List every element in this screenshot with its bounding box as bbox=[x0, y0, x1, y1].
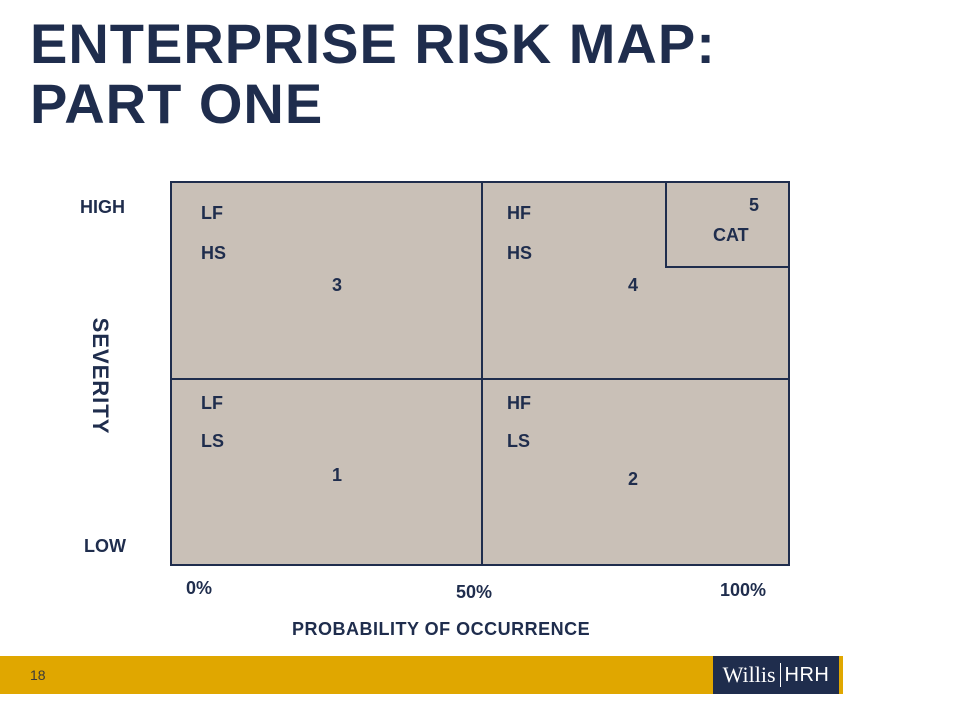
logo-willis: Willis bbox=[722, 662, 776, 687]
quadrant-1-frequency: LF bbox=[201, 393, 223, 413]
quadrant-1-severity: LS bbox=[201, 431, 225, 451]
x-axis-title: PROBABILITY OF OCCURRENCE bbox=[292, 619, 591, 639]
cat-label: CAT bbox=[713, 225, 749, 245]
quadrant-4-frequency: HF bbox=[507, 203, 531, 223]
quadrant-3-number: 3 bbox=[332, 275, 343, 295]
quadrant-3-frequency: LF bbox=[201, 203, 223, 223]
risk-matrix: LF HS 3 HF HS 4 5 CAT LF LS 1 HF LS 2 bbox=[170, 181, 790, 566]
quadrant-2-severity: LS bbox=[507, 431, 531, 451]
severity-axis-title: SEVERITY bbox=[88, 317, 113, 435]
cat-number: 5 bbox=[749, 195, 760, 215]
severity-low-label: LOW bbox=[84, 536, 126, 556]
logo-hrh: HRH bbox=[784, 663, 830, 686]
quadrant-4-severity: HS bbox=[507, 243, 533, 263]
willis-hrh-logo: Willis HRH bbox=[713, 656, 839, 694]
quadrant-1-number: 1 bbox=[332, 465, 343, 485]
x-tick-100: 100% bbox=[720, 580, 767, 600]
severity-high-label: HIGH bbox=[80, 197, 125, 217]
quadrant-3-severity: HS bbox=[201, 243, 227, 263]
x-tick-50: 50% bbox=[456, 582, 493, 602]
title-line-2: PART ONE bbox=[30, 72, 324, 135]
cat-box bbox=[665, 183, 788, 268]
quadrant-2-number: 2 bbox=[628, 469, 639, 489]
quadrant-4-number: 4 bbox=[628, 275, 639, 295]
x-tick-0: 0% bbox=[186, 578, 213, 598]
page-number: 18 bbox=[30, 667, 46, 683]
footer-bar bbox=[0, 656, 843, 694]
logo-separator bbox=[779, 663, 781, 687]
title-line-1: ENTERPRISE RISK MAP: bbox=[30, 12, 716, 75]
vertical-divider bbox=[481, 183, 483, 564]
page-title: ENTERPRISE RISK MAP: PART ONE bbox=[30, 14, 910, 134]
horizontal-divider bbox=[172, 378, 788, 380]
quadrant-2-frequency: HF bbox=[507, 393, 531, 413]
